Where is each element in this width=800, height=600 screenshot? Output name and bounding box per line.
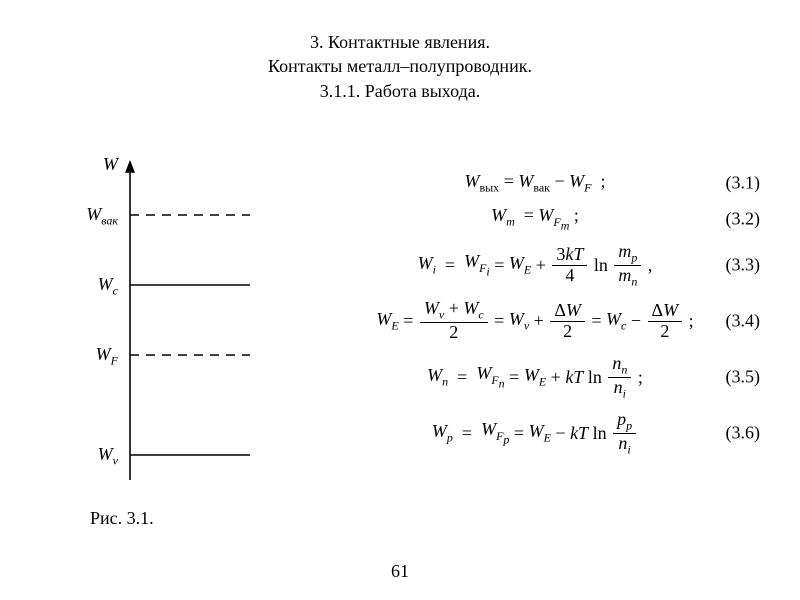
equation-number-2: (3.2) xyxy=(726,209,761,230)
equation-2: Wm = WFm ; xyxy=(491,205,579,233)
equation-number-5: (3.5) xyxy=(726,367,761,388)
section-header: 3. Контактные явления. Контакты металл–п… xyxy=(0,30,800,103)
figure-caption: Рис. 3.1. xyxy=(90,508,154,529)
header-line-2: Контакты металл–полупроводник. xyxy=(0,54,800,78)
level-label-W_c: Wc xyxy=(68,274,118,299)
equation-number-4: (3.4) xyxy=(726,311,761,332)
equation-1: Wвых = Wвак − WF ; xyxy=(464,171,605,196)
equation-row-3: Wi = WFi = WE + 3kT4 ln mpmn , (3.3) xyxy=(300,237,770,293)
level-label-W_v: Wv xyxy=(68,444,118,469)
level-label-W_F: WF xyxy=(68,344,118,369)
energy-diagram: W WвакWcWFWv xyxy=(60,160,270,530)
page-number: 61 xyxy=(0,561,800,582)
equation-4: WE = Wv + Wc2 = Wv + ΔW2 = Wc − ΔW2 ; xyxy=(376,299,693,343)
equation-number-6: (3.6) xyxy=(726,423,761,444)
equation-3: Wi = WFi = WE + 3kT4 ln mpmn , xyxy=(418,242,653,289)
axis-label-W: W xyxy=(68,154,118,175)
equation-row-6: Wp = WFp = WE − kT ln ppni (3.6) xyxy=(300,405,770,461)
header-line-1: 3. Контактные явления. xyxy=(0,30,800,54)
level-label-W_vak: Wвак xyxy=(68,204,118,229)
equation-row-4: WE = Wv + Wc2 = Wv + ΔW2 = Wc − ΔW2 ; (3.… xyxy=(300,293,770,349)
equation-5: Wn = WFn = WE + kT ln nnni ; xyxy=(427,354,643,401)
equation-number-3: (3.3) xyxy=(726,255,761,276)
equation-list: Wвых = Wвак − WF ; (3.1) Wm = WFm ; (3.2) Wi… xyxy=(300,165,770,461)
header-line-3: 3.1.1. Работа выхода. xyxy=(0,79,800,103)
equation-row-1: Wвых = Wвак − WF ; (3.1) xyxy=(300,165,770,201)
equation-6: Wp = WFp = WE − kT ln ppni xyxy=(432,410,638,457)
equation-row-2: Wm = WFm ; (3.2) xyxy=(300,201,770,237)
equation-row-5: Wn = WFn = WE + kT ln nnni ; (3.5) xyxy=(300,349,770,405)
page: 3. Контактные явления. Контакты металл–п… xyxy=(0,0,800,600)
equation-number-1: (3.1) xyxy=(726,173,761,194)
